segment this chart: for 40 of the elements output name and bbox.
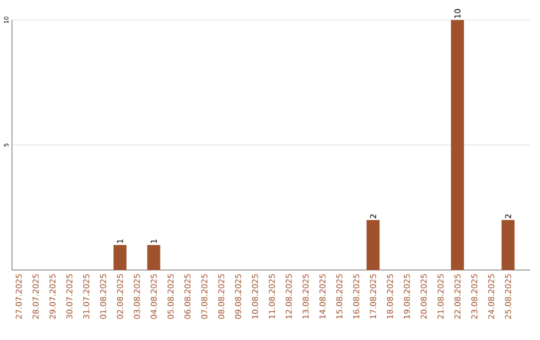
- data-label: 2: [370, 214, 376, 218]
- data-label: 1: [117, 239, 123, 243]
- x-tick-label: 24.08.2025: [488, 274, 494, 319]
- x-tick-label: 16.08.2025: [353, 274, 360, 318]
- x-tick-label: 10.08.2025: [252, 274, 258, 318]
- x-tick-label: 27.07.2025: [16, 274, 22, 319]
- x-tick-label: 09.08.2025: [235, 274, 242, 319]
- x-tick-label: 28.07.2025: [32, 274, 39, 319]
- x-tick-label: 22.08.2025: [454, 274, 460, 319]
- x-tick-label: 30.07.2025: [66, 274, 72, 319]
- x-tick-label: 25.08.2025: [505, 274, 512, 319]
- x-tick-label: 19.08.2025: [404, 274, 410, 318]
- x-tick-label: 01.08.2025: [100, 274, 106, 319]
- x-tick-label: 23.08.2025: [471, 274, 478, 319]
- x-tick-label: 17.08.2025: [370, 274, 376, 318]
- x-tick-label: 12.08.2025: [286, 274, 292, 318]
- bar: [147, 245, 160, 270]
- x-tick-label: 07.08.2025: [201, 274, 208, 319]
- data-label: 10: [454, 9, 460, 18]
- x-tick-label: 02.08.2025: [116, 274, 124, 319]
- x-tick-label: 20.08.2025: [420, 274, 427, 319]
- x-tick-label: 13.08.2025: [302, 274, 309, 318]
- x-tick-label: 21.08.2025: [438, 274, 444, 319]
- x-tick-label: 11.08.2025: [268, 274, 275, 318]
- x-tick-label: 03.08.2025: [134, 274, 140, 319]
- bar: [113, 245, 126, 270]
- x-tick-label: 04.08.2025: [150, 274, 157, 319]
- x-tick-label: 31.07.2025: [83, 274, 90, 319]
- bar: [450, 20, 464, 270]
- x-tick-label: 18.08.2025: [386, 274, 393, 318]
- bar: [502, 220, 515, 270]
- bar: [366, 220, 380, 270]
- x-tick-label: 29.07.2025: [49, 274, 56, 319]
- x-tick-label: 08.08.2025: [218, 274, 224, 319]
- data-label: 2: [505, 214, 512, 218]
- x-tick-label: 06.08.2025: [184, 274, 191, 319]
- data-label: 1: [150, 239, 157, 243]
- x-tick-label: 15.08.2025: [336, 274, 342, 318]
- x-tick-label: 14.08.2025: [319, 274, 326, 318]
- x-tick-label: 05.08.2025: [168, 274, 174, 319]
